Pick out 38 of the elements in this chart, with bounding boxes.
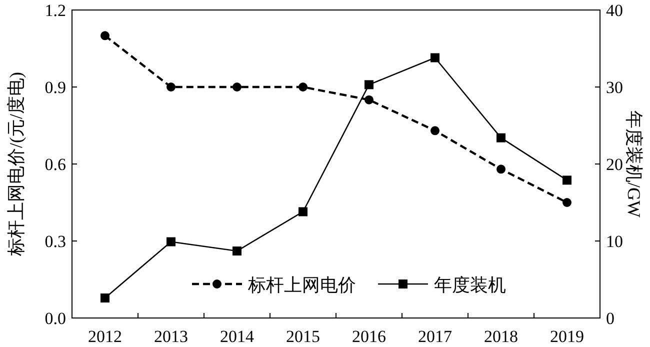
x-tick-label: 2018 — [484, 327, 518, 346]
legend-label: 标杆上网电价 — [247, 275, 356, 295]
point — [298, 82, 308, 92]
y2-tick-label: 20 — [606, 155, 623, 174]
y-tick-label: 0.0 — [44, 309, 66, 328]
x-tick-label: 2017 — [418, 327, 452, 346]
point — [100, 31, 110, 40]
point — [364, 95, 374, 104]
point — [562, 176, 572, 185]
point — [430, 53, 440, 62]
point — [100, 293, 110, 302]
y-axis-title: 标杆上网电价/(元/度电) — [6, 72, 26, 257]
y-tick-label: 0.9 — [44, 78, 66, 97]
point — [430, 126, 440, 136]
y2-tick-label: 30 — [606, 78, 623, 97]
point — [364, 80, 374, 90]
point — [232, 246, 242, 256]
point — [496, 164, 506, 174]
point — [496, 133, 506, 142]
x-tick-label: 2013 — [154, 327, 188, 346]
y-tick-label: 0.3 — [44, 232, 66, 251]
legend-label: 年度装机 — [434, 275, 506, 295]
y-tick-label: 1.2 — [44, 1, 66, 20]
point — [562, 198, 572, 207]
y-tick-label: 0.6 — [44, 155, 66, 174]
point — [166, 237, 176, 246]
x-tick-label: 2012 — [88, 327, 122, 346]
y2-tick-label: 0 — [606, 309, 614, 328]
x-tick-label: 2015 — [286, 327, 320, 346]
point — [298, 207, 308, 216]
y2-tick-label: 40 — [606, 1, 623, 20]
y2-axis-title: 年度装机/GW — [624, 110, 644, 218]
point — [166, 82, 176, 92]
y2-tick-label: 10 — [606, 232, 623, 251]
point — [232, 82, 242, 92]
x-tick-label: 2016 — [352, 327, 386, 346]
x-tick-label: 2019 — [550, 327, 584, 346]
x-tick-label: 2014 — [220, 327, 254, 346]
